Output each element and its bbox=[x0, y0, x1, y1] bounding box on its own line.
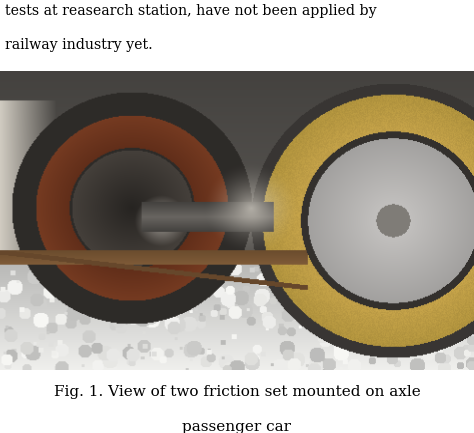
Text: tests at reasearch station, have not been applied by: tests at reasearch station, have not bee… bbox=[5, 4, 376, 18]
Text: passenger car: passenger car bbox=[182, 420, 292, 433]
Text: Fig. 1. View of two friction set mounted on axle: Fig. 1. View of two friction set mounted… bbox=[54, 385, 420, 398]
Text: railway industry yet.: railway industry yet. bbox=[5, 38, 153, 52]
